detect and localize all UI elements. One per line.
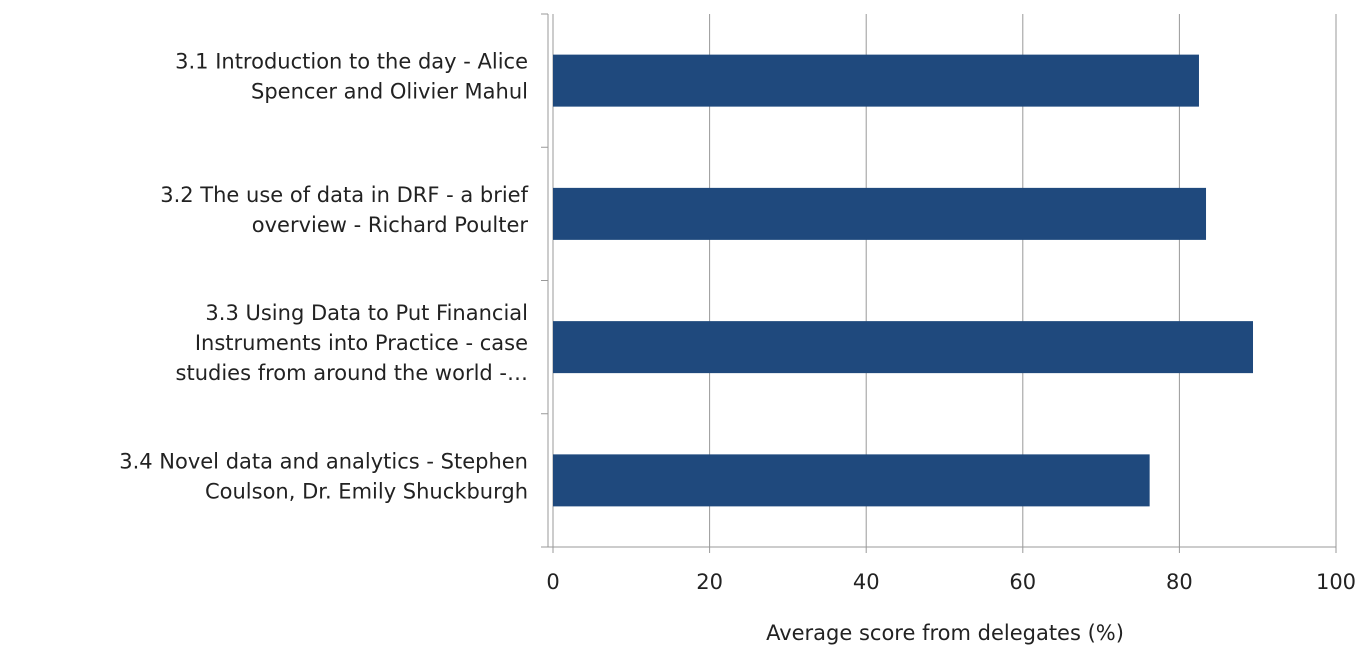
x-tick-label: 0	[546, 570, 559, 594]
x-tick-label: 80	[1166, 570, 1193, 594]
x-axis-title: Average score from delegates (%)	[766, 621, 1124, 645]
y-tick-label: 3.3 Using Data to Put Financial	[205, 301, 528, 325]
y-tick-label: Coulson, Dr. Emily Shuckburgh	[205, 479, 528, 503]
y-tick-label: overview - Richard Poulter	[252, 213, 529, 237]
x-tick-label: 100	[1316, 570, 1356, 594]
bar	[553, 454, 1150, 507]
x-tick-label: 60	[1009, 570, 1036, 594]
x-tick-label: 20	[696, 570, 723, 594]
y-tick-label: Spencer and Olivier Mahul	[251, 80, 528, 104]
y-tick-label: 3.4 Novel data and analytics - Stephen	[119, 449, 528, 473]
y-tick-label: studies from around the world -…	[176, 361, 528, 385]
bar	[553, 187, 1207, 240]
y-tick-label: 3.2 The use of data in DRF - a brief	[160, 183, 528, 207]
y-tick-label: Instruments into Practice - case	[195, 331, 528, 355]
bar	[553, 321, 1254, 374]
y-tick-label: 3.1 Introduction to the day - Alice	[175, 50, 528, 74]
x-tick-label: 40	[853, 570, 880, 594]
bar	[553, 54, 1199, 107]
